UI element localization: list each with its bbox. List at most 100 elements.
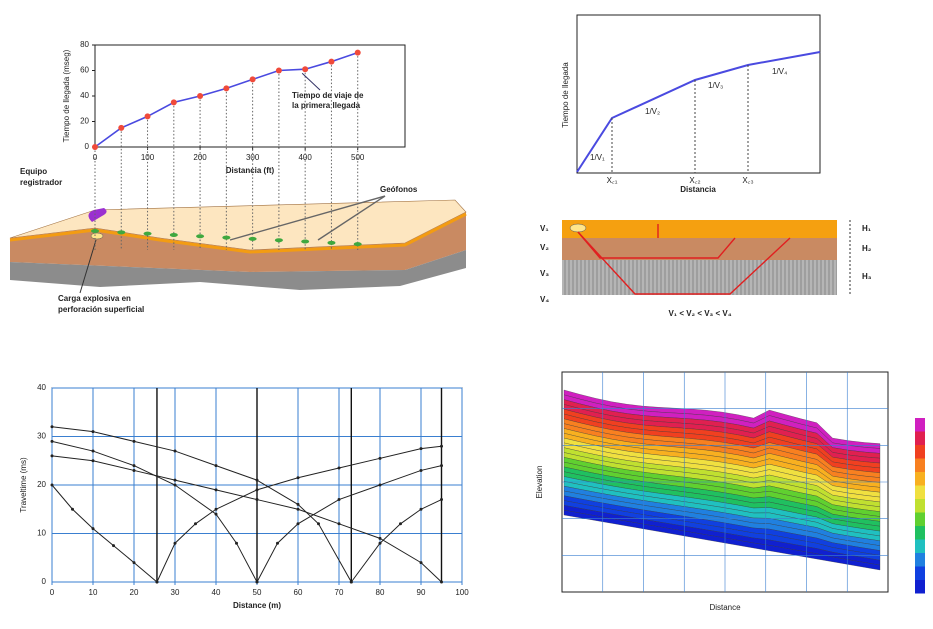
x-axis-label: Distance (m) <box>233 601 281 610</box>
data-point <box>215 464 218 467</box>
data-point <box>223 85 229 91</box>
data-point <box>256 488 259 491</box>
data-point <box>399 522 402 525</box>
geophone <box>327 241 335 245</box>
y-tick-label: 20 <box>37 480 46 489</box>
data-point <box>51 484 54 487</box>
figure: Equipo registrador Geófonos Carga explos… <box>0 0 933 629</box>
colorbar-cell <box>915 486 925 500</box>
x-tick-label: 90 <box>417 588 426 597</box>
colorbar-cell <box>915 418 925 432</box>
y-tick-label: 40 <box>37 383 46 392</box>
data-point <box>71 508 74 511</box>
data-point <box>215 508 218 511</box>
data-point <box>133 561 136 564</box>
data-point <box>92 450 95 453</box>
geophone <box>170 233 178 237</box>
y-tick-label: 10 <box>37 529 46 538</box>
data-point <box>420 508 423 511</box>
geophone <box>91 229 99 233</box>
geophone <box>196 234 204 238</box>
x-axis-label: Distancia (ft) <box>226 166 275 175</box>
data-point <box>338 498 341 501</box>
data-point <box>440 445 443 448</box>
data-point <box>112 544 115 547</box>
data-point <box>174 542 177 545</box>
data-point <box>276 542 279 545</box>
data-point <box>92 430 95 433</box>
colorbar-cell <box>915 567 925 581</box>
layer-3 <box>562 260 837 295</box>
data-point <box>297 522 300 525</box>
colorbar-cell <box>915 540 925 554</box>
data-point <box>256 479 259 482</box>
data-point <box>92 527 95 530</box>
x-tick-label: 10 <box>89 588 98 597</box>
caption: V₁ < V₂ < V₃ < V₄ <box>668 309 731 318</box>
thickness-label: H₃ <box>862 272 872 281</box>
colorbar-cell <box>915 445 925 459</box>
velocity-label: V₂ <box>540 243 549 252</box>
colorbar-cell <box>915 432 925 446</box>
velocity-label: V₄ <box>540 295 549 304</box>
data-point <box>256 498 259 501</box>
data-point <box>174 479 177 482</box>
layer-1 <box>562 220 837 238</box>
data-point <box>379 457 382 460</box>
data-point <box>250 76 256 82</box>
x-tick-label: 200 <box>193 153 207 162</box>
y-axis-label: Elevation <box>535 466 544 499</box>
geophone <box>354 242 362 246</box>
colorbar-cell <box>915 459 925 473</box>
colorbar-cell <box>915 499 925 513</box>
crossover-label: X꜀₁ <box>607 176 618 185</box>
velocity-label: V₃ <box>540 269 549 278</box>
x-tick-label: 100 <box>141 153 155 162</box>
colorbar-cell <box>915 580 925 594</box>
geophone <box>117 230 125 234</box>
data-point <box>328 59 334 65</box>
data-point <box>171 99 177 105</box>
y-tick-label: 30 <box>37 432 46 441</box>
data-point <box>118 125 124 131</box>
data-point <box>194 522 197 525</box>
data-point <box>420 561 423 564</box>
y-tick-label: 40 <box>80 91 89 100</box>
data-point <box>440 464 443 467</box>
data-point <box>133 440 136 443</box>
x-tick-label: 20 <box>130 588 139 597</box>
axis-label: Tiempo de llegada <box>561 62 570 128</box>
y-axis-label: Tiempo de llegada (mseg) <box>62 49 71 142</box>
slope-label: 1/V₃ <box>708 81 723 90</box>
data-point <box>51 425 54 428</box>
label: Carga explosiva en <box>58 294 131 303</box>
series-line <box>52 441 257 582</box>
series-line <box>157 446 442 582</box>
data-point <box>174 484 177 487</box>
thickness-label: H₁ <box>862 224 872 233</box>
y-tick-label: 80 <box>80 40 89 49</box>
sketch-frame <box>577 15 820 173</box>
data-point <box>355 50 361 56</box>
y-tick-label: 20 <box>80 117 89 126</box>
x-tick-label: 60 <box>294 588 303 597</box>
geophone <box>275 238 283 242</box>
data-point <box>51 454 54 457</box>
data-point <box>51 440 54 443</box>
data-point <box>440 581 443 584</box>
x-tick-label: 80 <box>376 588 385 597</box>
data-point <box>174 450 177 453</box>
data-point <box>215 513 218 516</box>
source <box>570 224 586 232</box>
colorbar-cell <box>915 553 925 567</box>
velocity-label: V₁ <box>540 224 549 233</box>
annotation: la primera llegada <box>292 101 361 110</box>
data-point <box>256 581 259 584</box>
data-point <box>297 476 300 479</box>
geophone <box>249 237 257 241</box>
x-tick-label: 100 <box>455 588 469 597</box>
data-point <box>420 469 423 472</box>
data-point <box>302 66 308 72</box>
data-point <box>440 498 443 501</box>
y-tick-label: 0 <box>42 577 47 586</box>
